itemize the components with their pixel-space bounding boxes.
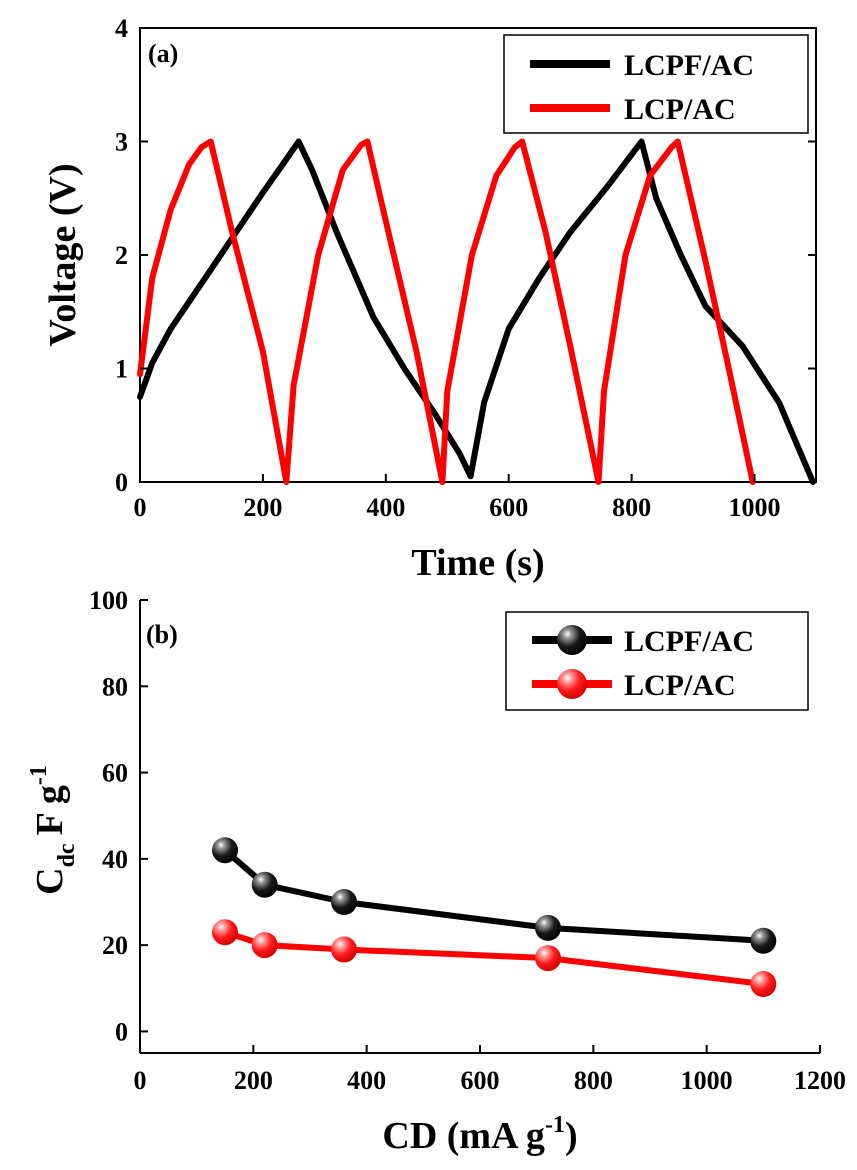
panel-label-b: (b) bbox=[146, 620, 178, 649]
data-point-lcp-ac-b bbox=[251, 932, 278, 959]
series-line-lcpf-ac-a bbox=[137, 138, 816, 485]
data-point-lcpf-ac-b bbox=[331, 889, 357, 915]
y-axis-title-b-unit: F g bbox=[29, 785, 71, 835]
y-tick-label-a: 2 bbox=[115, 241, 128, 270]
y-tick-label-b: 40 bbox=[102, 845, 128, 874]
legend-marker-lcp-b bbox=[557, 669, 587, 699]
data-point-lcpf-ac-b bbox=[212, 837, 238, 864]
legend-label-lcpf-b: LCPF/AC bbox=[624, 625, 754, 658]
series-line-lcpf-ac-b bbox=[223, 847, 764, 944]
y-axis-title-b-subscript: dc bbox=[54, 843, 80, 867]
x-axis-title-b: CD (mA g-1) bbox=[382, 1112, 577, 1157]
x-axis-title-b-main: CD (mA g bbox=[382, 1115, 545, 1157]
x-tick-label-b: 600 bbox=[461, 1066, 500, 1095]
legend-label-lcpf-a: LCPF/AC bbox=[624, 49, 754, 82]
legend-a: LCPF/AC LCP/AC bbox=[503, 34, 809, 134]
chart-panel-b: 0 200 400 600 800 1000 1200 0 20 40 60 80 100 (b) LC… bbox=[26, 586, 846, 1157]
y-tick-label-a: 1 bbox=[115, 355, 128, 384]
x-tick-label-a: 200 bbox=[243, 493, 282, 522]
x-tick-label-a: 800 bbox=[612, 493, 651, 522]
axes-a: 0 200 400 600 800 1000 0 1 2 3 4 bbox=[115, 14, 816, 522]
series-group-b bbox=[212, 837, 777, 997]
y-tick-label-a: 0 bbox=[115, 468, 128, 497]
x-tick-label-b: 400 bbox=[347, 1066, 386, 1095]
axes-b: 0 200 400 600 800 1000 1200 0 20 40 60 80 100 bbox=[89, 586, 846, 1095]
y-tick-label-b: 0 bbox=[115, 1017, 128, 1046]
y-tick-label-b: 60 bbox=[102, 759, 128, 788]
data-point-lcpf-ac-b bbox=[251, 871, 278, 898]
x-axis-title-b-superscript: -1 bbox=[545, 1112, 565, 1138]
series-line-lcp-ac-a bbox=[137, 138, 756, 485]
x-tick-label-b: 1000 bbox=[681, 1066, 733, 1095]
y-axis-title-b: Cdc F g-1 bbox=[26, 765, 80, 895]
y-axis-title-b-main: C bbox=[29, 867, 71, 894]
legend-label-lcp-a: LCP/AC bbox=[624, 93, 736, 126]
x-tick-label-a: 1000 bbox=[729, 493, 781, 522]
x-axis-title-b-close: ) bbox=[565, 1115, 578, 1157]
y-tick-label-b: 80 bbox=[102, 672, 128, 701]
legend-b: LCPF/AC LCP/AC bbox=[505, 611, 809, 711]
x-tick-label-b: 0 bbox=[134, 1066, 147, 1095]
y-tick-label-a: 3 bbox=[115, 128, 128, 157]
panel-label-a: (a) bbox=[148, 39, 178, 68]
x-tick-label-b: 800 bbox=[574, 1066, 613, 1095]
data-point-lcpf-ac-b bbox=[750, 927, 777, 954]
x-tick-label-b: 200 bbox=[234, 1066, 273, 1095]
data-point-lcp-ac-b bbox=[535, 945, 561, 972]
data-point-lcpf-ac-b bbox=[535, 914, 561, 941]
x-tick-label-b: 1200 bbox=[794, 1066, 846, 1095]
y-axis-title-a: Voltage (V) bbox=[42, 163, 84, 346]
legend-marker-lcpf-b bbox=[557, 625, 587, 655]
data-point-lcp-ac-b bbox=[331, 936, 357, 963]
legend-box-b bbox=[505, 611, 809, 711]
legend-label-lcp-b: LCP/AC bbox=[624, 669, 736, 702]
data-point-lcp-ac-b bbox=[212, 919, 238, 946]
x-tick-label-a: 400 bbox=[366, 493, 405, 522]
data-point-lcp-ac-b bbox=[750, 971, 777, 997]
y-axis-title-b-superscript: -1 bbox=[26, 765, 52, 785]
chart-panel-a: 0 200 400 600 800 1000 0 1 2 3 4 (a) LCPF/AC LCP/A… bbox=[42, 14, 817, 584]
y-tick-label-b: 20 bbox=[102, 931, 128, 960]
x-axis-title-a: Time (s) bbox=[411, 542, 544, 584]
y-tick-label-b: 100 bbox=[89, 586, 128, 615]
series-group-a bbox=[137, 138, 816, 485]
y-tick-label-a: 4 bbox=[115, 14, 128, 43]
x-tick-label-a: 600 bbox=[489, 493, 528, 522]
series-line-lcp-ac-b bbox=[224, 929, 764, 987]
x-tick-label-a: 0 bbox=[134, 493, 147, 522]
legend-box-a bbox=[503, 34, 809, 134]
